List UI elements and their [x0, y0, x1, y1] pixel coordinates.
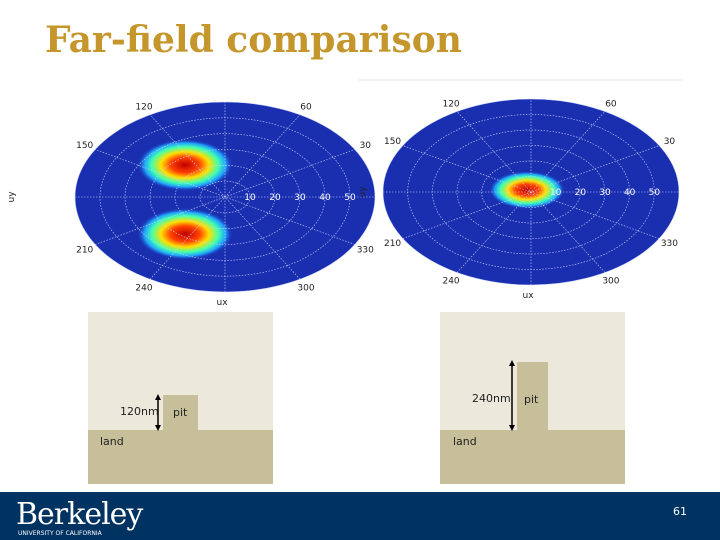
angle-label: 60	[605, 99, 617, 109]
angle-label: 300	[297, 283, 314, 293]
intensity-spot	[137, 208, 233, 260]
radial-label: 20	[269, 193, 281, 203]
dimension: 120nm	[120, 405, 159, 418]
radial-label: 10	[244, 193, 256, 203]
radial-label: 50	[649, 188, 661, 198]
diagram: 240nm pit land	[440, 312, 625, 484]
angle-label: 240	[135, 283, 152, 293]
angle-label: 210	[384, 239, 401, 249]
land	[440, 430, 625, 484]
pit	[163, 395, 198, 431]
angle-label: 150	[76, 141, 93, 151]
intensity-spot	[137, 139, 233, 191]
grid-ring	[481, 160, 581, 224]
x-axis-label: ux	[216, 298, 228, 308]
angle-label: 240	[442, 277, 459, 287]
land	[88, 430, 273, 484]
logo-subtitle: UNIVERSITY OF CALIFORNIA	[18, 530, 103, 537]
radial-label: 40	[624, 188, 636, 198]
footer-bar	[0, 492, 720, 540]
angle-label: 120	[442, 99, 459, 109]
y-axis-label: uy	[7, 191, 17, 203]
grid-spoke	[402, 145, 660, 239]
radial-label: 10	[550, 188, 562, 198]
angle-label: 330	[661, 239, 678, 249]
polar-plot: 120 60 150 30 210 330 240 300 10 20 30 40 50 ux uy	[7, 101, 376, 308]
plots: 120 60 150 30 210 330 240 300 10 20 30 40 50 ux uy 120 6…	[7, 98, 680, 308]
angle-label: 330	[357, 245, 374, 255]
angle-label: 210	[76, 245, 93, 255]
angle-label: 300	[602, 277, 619, 287]
radial-label: 30	[599, 188, 611, 198]
radial-label: 20	[575, 188, 587, 198]
grid-spoke	[94, 149, 356, 245]
radial-label: 30	[294, 193, 306, 203]
page-number: 61	[673, 505, 687, 518]
diagram: 120nm pit land	[88, 312, 273, 484]
pit	[517, 362, 548, 431]
radial-label: 50	[344, 193, 356, 203]
pit-label: pit	[173, 406, 188, 419]
angle-label: 30	[360, 141, 372, 151]
intensity-spot	[489, 171, 565, 209]
angle-label: 60	[300, 103, 312, 113]
x-axis-label: ux	[522, 291, 534, 301]
radial-label: 40	[319, 193, 331, 203]
angle-label: 150	[384, 137, 401, 147]
logo: Berkeley	[16, 497, 143, 532]
y-axis-label: uy	[358, 186, 368, 198]
angle-label: 120	[135, 103, 152, 113]
polar-plot: 120 60 150 30 210 330 240 300 10 20 30 40 50 ux uy	[358, 98, 680, 301]
angle-label: 30	[664, 137, 676, 147]
land-label: land	[100, 435, 124, 448]
land-label: land	[453, 435, 477, 448]
pit-label: pit	[524, 393, 539, 406]
slide-title: Far-field comparison	[45, 19, 462, 61]
dimension: 240nm	[472, 392, 511, 405]
